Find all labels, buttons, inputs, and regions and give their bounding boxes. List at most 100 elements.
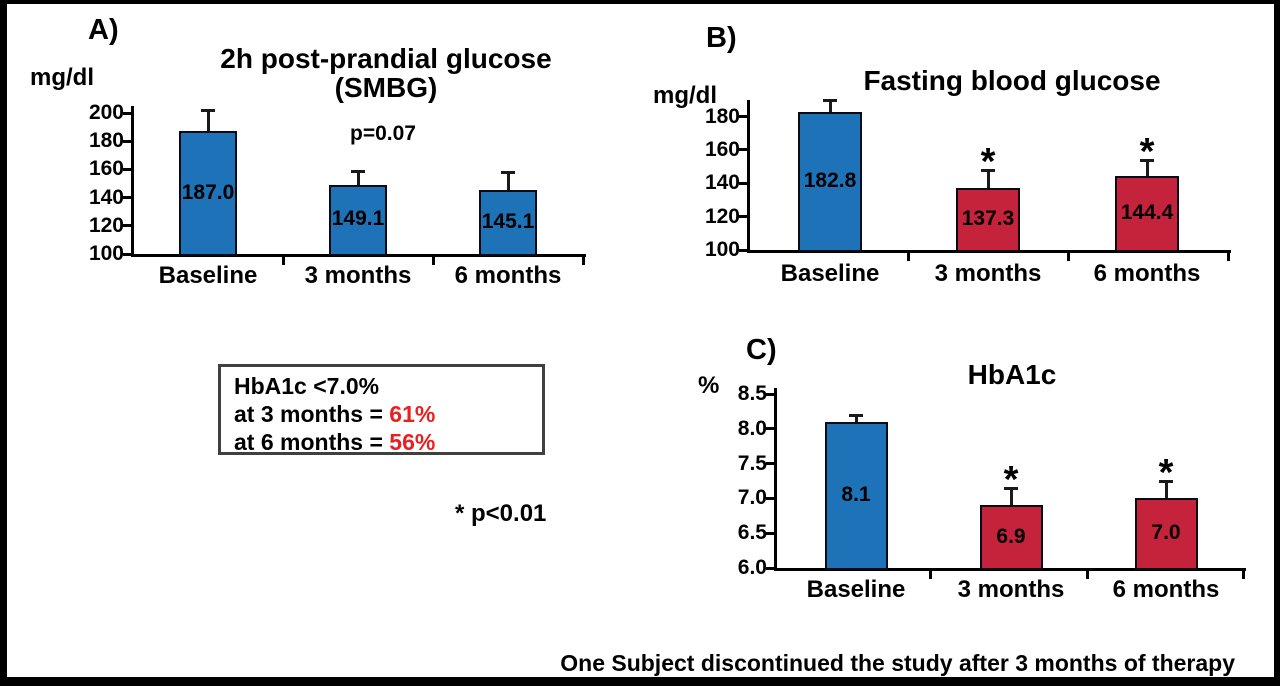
chart-a-unit-label: mg/dl (30, 64, 94, 91)
x-tick (1226, 253, 1230, 261)
y-tick-label: 160 (88, 157, 124, 181)
chart-a-title-line2: (SMBG) (334, 72, 438, 103)
summary-line-3-value: 56% (389, 429, 436, 455)
y-tick-label: 8.5 (737, 382, 767, 405)
significance-asterisk: * (980, 140, 996, 183)
bar-value-label: 6.9 (996, 524, 1026, 548)
chart-b-unit-label: mg/dl (653, 82, 717, 109)
y-tick (739, 148, 747, 152)
y-tick (123, 139, 131, 143)
bar-value-label: 7.0 (1151, 521, 1181, 545)
panel-a-label: A) (88, 14, 119, 46)
error-bar (1164, 481, 1168, 503)
y-tick (739, 115, 747, 119)
y-tick-label: 8.0 (737, 416, 767, 440)
chart-c-unit-label: % (698, 372, 720, 399)
y-tick (766, 427, 774, 431)
error-bar-cap (501, 171, 515, 175)
category-label: Baseline (780, 260, 880, 287)
error-bar-cap (351, 169, 365, 173)
bar (798, 111, 862, 252)
summary-line-3: at 6 months = 56% (234, 428, 542, 456)
bar-value-label: 137.3 (961, 206, 1015, 230)
bar-value-label: 145.1 (481, 210, 535, 234)
y-tick-label: 7.5 (737, 451, 767, 475)
panel-b-label: B) (706, 22, 737, 54)
error-bar-cap (849, 413, 863, 417)
y-tick-label: 120 (704, 204, 740, 228)
error-bar-cap (1140, 158, 1154, 162)
category-label: 3 months (304, 262, 412, 289)
category-label: Baseline (158, 262, 258, 289)
y-axis-line (774, 388, 777, 571)
bar (1115, 175, 1179, 252)
x-tick (1241, 571, 1245, 579)
y-tick-label: 180 (704, 104, 740, 128)
y-tick (123, 252, 131, 256)
error-bar-cap (981, 168, 995, 172)
y-tick (766, 566, 774, 570)
chart-c-title: HbA1c (967, 359, 1057, 390)
significance-asterisk: * (1139, 130, 1155, 173)
category-label: Baseline (806, 576, 906, 603)
error-bar-cap (1004, 486, 1018, 490)
y-tick-label: 100 (704, 238, 740, 261)
y-tick (739, 181, 747, 185)
hba1c-summary-box: HbA1c <7.0% at 3 months = 61% at 6 month… (218, 364, 545, 455)
category-label: 3 months (934, 260, 1042, 287)
bar (956, 187, 1020, 252)
error-bar (356, 170, 360, 189)
error-bar (206, 110, 210, 136)
error-bar (506, 172, 510, 195)
y-tick-label: 7.0 (737, 486, 767, 510)
summary-line-2-prefix: at 3 months = (234, 401, 390, 427)
y-tick-label: 140 (704, 171, 740, 195)
y-tick-label: 100 (88, 242, 124, 265)
y-tick-label: 6.0 (737, 556, 767, 579)
panel-c-label: C) (746, 334, 777, 366)
y-tick (739, 248, 747, 252)
frame-border-left (0, 0, 7, 686)
y-tick (123, 224, 131, 228)
summary-line-2-value: 61% (389, 401, 436, 427)
y-tick (123, 167, 131, 171)
error-bar-cap (823, 98, 837, 102)
category-label: 3 months (957, 576, 1065, 603)
bar (329, 184, 387, 256)
y-tick-label: 180 (88, 129, 124, 153)
y-tick-label: 160 (704, 137, 740, 161)
y-tick-label: 6.5 (737, 521, 767, 545)
summary-line-1: HbA1c <7.0% (234, 373, 380, 399)
x-tick (1085, 571, 1089, 579)
error-bar (1145, 159, 1149, 180)
error-bar (854, 414, 858, 426)
summary-line-2: at 3 months = 61% (234, 400, 542, 428)
significance-asterisk: * (1003, 458, 1019, 501)
error-bar (986, 169, 990, 192)
bar (1134, 498, 1198, 570)
y-tick-label: 200 (88, 101, 124, 124)
footer-note: One Subject discontinued the study after… (560, 650, 1235, 676)
bar (824, 421, 888, 570)
chart-a-title: 2h post-prandial glucose (SMBG) (136, 44, 636, 102)
error-bar (1009, 487, 1013, 510)
x-tick (928, 571, 932, 579)
y-tick (766, 392, 774, 396)
x-tick (281, 257, 285, 265)
x-tick (906, 253, 910, 261)
y-axis-line (747, 100, 750, 253)
y-tick (766, 496, 774, 500)
chart-a-pvalue-annotation: p=0.07 (350, 122, 416, 145)
error-bar (828, 99, 832, 116)
frame-border-right (1274, 0, 1280, 686)
significance-note: * p<0.01 (455, 500, 547, 527)
bar-value-label: 187.0 (181, 180, 235, 204)
category-label: 6 months (1112, 576, 1220, 603)
y-tick (766, 531, 774, 535)
bar (179, 131, 237, 256)
y-tick (123, 196, 131, 200)
frame-border-bottom (0, 677, 1280, 686)
y-tick (123, 111, 131, 115)
x-tick (581, 257, 585, 265)
